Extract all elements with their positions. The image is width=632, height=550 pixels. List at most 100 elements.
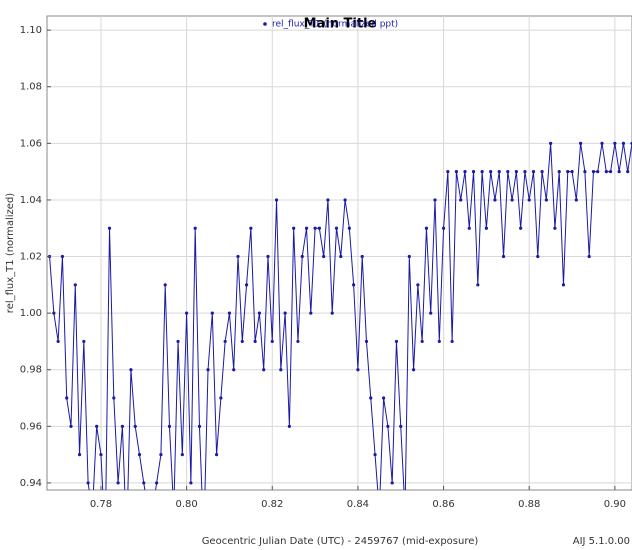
data-point	[553, 226, 557, 230]
data-point	[450, 339, 454, 344]
data-point	[112, 396, 116, 400]
data-point	[151, 510, 154, 513]
data-point	[56, 339, 60, 344]
data-point	[613, 141, 617, 145]
data-point	[360, 254, 364, 259]
data-point	[91, 510, 94, 513]
data-point	[394, 339, 399, 344]
y-tick-label: 1.02	[20, 252, 42, 263]
y-tick-label: 1.08	[20, 82, 42, 93]
data-point	[446, 170, 450, 174]
data-point	[617, 170, 621, 174]
data-point	[566, 170, 570, 174]
data-point	[95, 424, 99, 428]
data-point	[463, 170, 467, 174]
data-point	[313, 226, 317, 230]
data-point	[506, 170, 510, 174]
data-point	[429, 311, 433, 315]
data-point	[493, 198, 497, 202]
data-point	[146, 510, 149, 513]
data-point	[219, 396, 223, 400]
data-point	[227, 311, 232, 315]
data-point	[489, 170, 493, 174]
data-point	[441, 226, 446, 230]
data-point	[407, 254, 411, 259]
data-point	[167, 424, 172, 428]
data-point	[484, 226, 488, 230]
data-point	[339, 254, 343, 259]
data-point	[471, 170, 476, 174]
data-point	[626, 170, 630, 174]
data-point	[497, 170, 501, 174]
data-point	[287, 424, 291, 428]
data-point	[621, 141, 626, 145]
y-tick-label: 1.04	[20, 195, 42, 206]
plot-area	[46, 15, 632, 491]
data-point	[322, 254, 326, 259]
x-tick-label: 0.88	[518, 499, 540, 510]
data-point	[65, 396, 69, 400]
data-point	[523, 170, 527, 174]
data-point	[159, 453, 163, 457]
data-point	[249, 226, 253, 230]
data-point	[116, 481, 120, 485]
data-point	[501, 254, 506, 259]
data-point	[369, 396, 373, 400]
data-point	[73, 283, 77, 287]
data-point	[378, 510, 381, 513]
data-point	[266, 254, 270, 259]
data-point	[608, 170, 613, 174]
data-point	[317, 226, 321, 230]
data-point	[133, 424, 137, 428]
chart-title: Main Title	[304, 17, 377, 32]
data-point	[163, 283, 167, 287]
data-point	[343, 198, 347, 202]
data-point	[424, 226, 429, 230]
x-tick-label: 0.86	[432, 499, 454, 510]
data-point	[309, 311, 313, 315]
data-point	[292, 226, 296, 230]
data-point	[253, 339, 257, 344]
data-point	[270, 339, 274, 344]
data-point	[77, 453, 82, 457]
y-tick-label: 0.96	[20, 421, 42, 432]
data-point	[129, 368, 133, 372]
data-point	[120, 424, 124, 428]
data-point	[155, 481, 159, 485]
data-point	[420, 339, 424, 344]
data-point	[411, 368, 416, 372]
data-point	[240, 339, 244, 344]
data-point	[540, 170, 544, 174]
x-tick-label: 0.80	[175, 499, 197, 510]
data-point	[214, 453, 219, 457]
y-tick-label: 1.00	[20, 308, 42, 319]
data-point	[283, 311, 287, 315]
x-tick-label: 0.78	[90, 499, 112, 510]
data-point	[596, 170, 600, 174]
data-point	[510, 198, 514, 202]
data-point	[467, 226, 471, 230]
data-point	[604, 170, 608, 174]
data-point	[557, 170, 561, 174]
data-point	[454, 170, 459, 174]
data-point	[296, 339, 300, 344]
data-point	[527, 198, 531, 202]
data-point	[82, 339, 86, 344]
data-point	[172, 510, 175, 513]
data-point	[583, 170, 587, 174]
data-point	[514, 170, 518, 174]
data-point	[193, 226, 197, 230]
data-point	[347, 226, 351, 230]
y-tick-label: 1.10	[20, 25, 42, 36]
data-point	[107, 226, 112, 230]
legend-marker	[263, 22, 267, 26]
data-point	[60, 254, 65, 259]
x-tick-label: 0.82	[261, 499, 283, 510]
data-point	[386, 424, 390, 428]
data-point	[99, 453, 103, 457]
data-point	[300, 254, 304, 259]
y-axis-label: rel_flux_T1 (normalized)	[5, 193, 16, 313]
data-point	[86, 481, 90, 485]
data-point	[416, 283, 420, 287]
data-point	[326, 198, 330, 202]
